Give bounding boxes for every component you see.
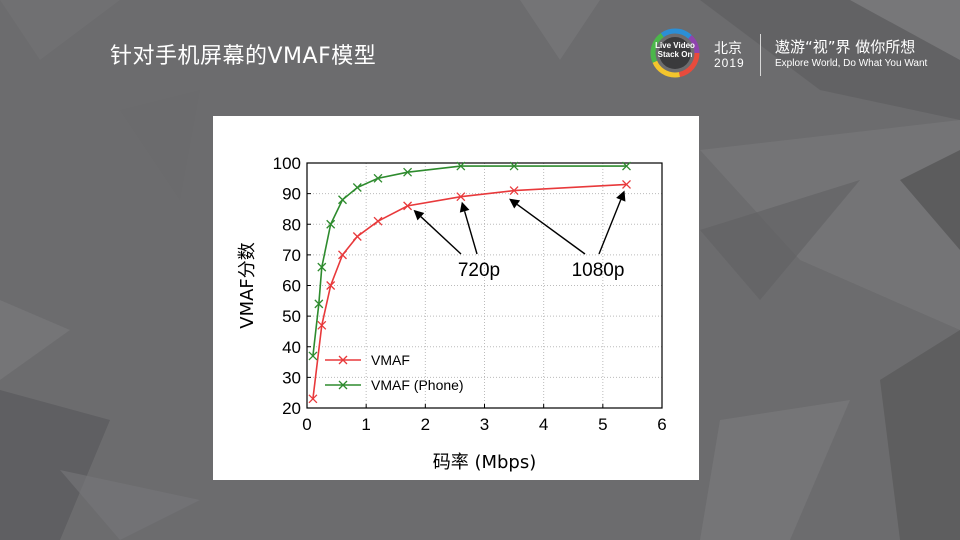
data-point-1 (622, 161, 631, 171)
y-tick-label: 100 (273, 154, 301, 173)
x-tick-label: 3 (480, 415, 489, 434)
y-tick-label: 70 (282, 246, 301, 265)
y-tick-label: 20 (282, 399, 301, 418)
x-tick-label: 2 (421, 415, 430, 434)
annotation-1080p: 1080p (572, 260, 625, 281)
arrow-720p-b-shaft (463, 211, 478, 255)
slogan-english: Explore World, Do What You Want (775, 58, 928, 69)
data-point-0 (403, 201, 413, 211)
x-axis-label: 码率 (Mbps) (433, 452, 537, 473)
arrow-1080p-a-shaft (516, 203, 586, 255)
arrow-720p-a-shaft (420, 216, 462, 255)
series-line-0 (312, 183, 627, 399)
annotation-720p: 720p (458, 260, 500, 281)
x-tick-label: 6 (657, 415, 666, 434)
legend-label-0: VMAF (371, 352, 410, 368)
data-point-0 (456, 192, 466, 202)
legend-label-1: VMAF (Phone) (371, 377, 464, 393)
arrow-720p-a-head (413, 209, 425, 221)
arrow-1080p-b-head (616, 190, 626, 202)
legend-marker-0 (338, 355, 348, 365)
y-tick-label: 50 (282, 307, 301, 326)
data-point-1 (317, 262, 327, 272)
x-tick-label: 0 (302, 415, 311, 434)
slide-title: 针对手机屏幕的VMAF模型 (110, 44, 377, 69)
header-divider (760, 34, 761, 76)
data-point-1 (338, 195, 347, 205)
data-point-0 (317, 320, 327, 330)
arrow-720p-b-head (459, 201, 470, 213)
data-point-0 (509, 186, 519, 196)
data-point-0 (622, 179, 631, 189)
event-year: 2019 (714, 56, 745, 70)
event-logo: Live Video Stack On (650, 28, 700, 78)
arrow-1080p-b-shaft (598, 199, 622, 255)
data-point-1 (308, 351, 318, 361)
x-tick-label: 4 (539, 415, 548, 434)
legend-marker-1 (338, 380, 348, 390)
data-point-0 (338, 250, 347, 260)
data-point-1 (352, 183, 362, 192)
data-point-0 (326, 281, 336, 290)
y-tick-label: 40 (282, 338, 301, 357)
slogan-chinese: 遨游“视”界 做你所想 (775, 38, 916, 56)
data-point-0 (373, 216, 383, 226)
y-tick-label: 60 (282, 277, 301, 296)
logo-text: Live Video Stack On (655, 41, 695, 59)
vmaf-chart: 0 1 2 3 4 5 6 20 30 40 50 60 70 80 90 100 码率 (Mbps) VMAF分… (237, 154, 667, 473)
y-tick-label: 80 (282, 215, 301, 234)
data-point-1 (314, 299, 324, 309)
data-point-1 (509, 161, 519, 171)
data-point-1 (403, 167, 413, 177)
data-point-1 (373, 173, 383, 183)
data-point-1 (326, 219, 336, 229)
y-tick-label: 30 (282, 368, 301, 387)
y-axis-label: VMAF分数 (237, 242, 258, 329)
x-tick-label: 1 (361, 415, 370, 434)
x-tick-label: 5 (598, 415, 607, 434)
data-point-1 (456, 161, 466, 171)
data-point-0 (308, 394, 318, 404)
logo-ring-icon (650, 28, 700, 78)
arrow-1080p-a-head (509, 198, 521, 209)
event-city: 北京 (714, 41, 742, 57)
y-tick-label: 90 (282, 185, 301, 204)
chart-card: 0 1 2 3 4 5 6 20 30 40 50 60 70 80 90 100 码率 (Mbps) VMAF分… (213, 116, 699, 480)
data-point-0 (352, 232, 362, 241)
